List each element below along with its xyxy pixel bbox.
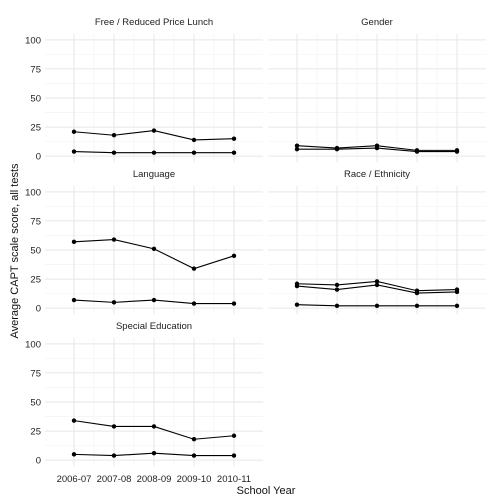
data-point [232, 137, 236, 141]
data-point [152, 128, 156, 132]
data-point [232, 150, 236, 154]
panel-1: Free / Reduced Price Lunch 0 25 50 75 100 [25, 17, 263, 163]
panel-5: Special Education 0 25 50 75 100 2006-07 2007-0… [25, 321, 263, 485]
x-tick-label: 2009-10 [177, 474, 212, 485]
data-point [415, 304, 419, 308]
y-tick-label: 75 [30, 368, 41, 379]
data-point [455, 149, 459, 153]
x-tick-label: 2008-09 [137, 474, 172, 485]
data-point [152, 424, 156, 428]
y-tick-label: 50 [30, 246, 41, 257]
data-point [72, 418, 76, 422]
data-point [335, 304, 339, 308]
y-tick-label: 100 [25, 339, 41, 350]
panel-title: Race / Ethnicity [344, 169, 410, 180]
data-point [152, 451, 156, 455]
data-point [295, 302, 299, 306]
data-point [192, 301, 196, 305]
data-point [152, 150, 156, 154]
data-point [335, 283, 339, 287]
panel-4: Race / Ethnicity [268, 169, 486, 314]
x-tick-label: 2010-11 [217, 474, 251, 485]
data-point [72, 130, 76, 134]
y-tick-label: 50 [30, 398, 41, 409]
data-point [375, 304, 379, 308]
data-point [375, 146, 379, 150]
data-point [335, 287, 339, 291]
panel-title: Special Education [116, 321, 192, 332]
panel-title: Free / Reduced Price Lunch [95, 17, 213, 28]
data-point [232, 301, 236, 305]
data-point [335, 147, 339, 151]
data-point [112, 453, 116, 457]
x-tick-label: 2007-08 [97, 474, 132, 485]
data-point [415, 149, 419, 153]
x-tick-label: 2006-07 [57, 474, 92, 485]
data-point [192, 138, 196, 142]
y-tick-label: 25 [30, 123, 41, 134]
x-axis-title: School Year [237, 485, 296, 497]
y-tick-label: 25 [30, 275, 41, 286]
data-point [295, 284, 299, 288]
panel-title: Language [133, 169, 175, 180]
panel-3: Language 0 25 50 75 100 [25, 169, 263, 315]
data-point [232, 434, 236, 438]
data-point [152, 298, 156, 302]
data-point [72, 298, 76, 302]
y-tick-label: 75 [30, 216, 41, 227]
y-tick-label: 100 [25, 35, 41, 46]
data-point [72, 240, 76, 244]
data-point [112, 133, 116, 137]
y-tick-label: 0 [36, 152, 41, 163]
y-tick-label: 100 [25, 187, 41, 198]
data-point [232, 453, 236, 457]
y-tick-label: 0 [36, 456, 41, 467]
data-point [112, 150, 116, 154]
data-point [152, 247, 156, 251]
data-point [192, 266, 196, 270]
data-point [112, 424, 116, 428]
data-point [112, 237, 116, 241]
data-point [112, 300, 116, 304]
y-tick-label: 50 [30, 94, 41, 105]
data-point [192, 453, 196, 457]
panels-layer: Free / Reduced Price Lunch 0 25 50 75 100 Gend… [25, 17, 486, 485]
panel-title: Gender [361, 17, 393, 28]
panel-2: Gender [268, 17, 486, 162]
data-point [192, 150, 196, 154]
data-point [455, 290, 459, 294]
data-point [455, 304, 459, 308]
data-point [375, 283, 379, 287]
y-tick-label: 25 [30, 427, 41, 438]
data-point [295, 147, 299, 151]
y-tick-label: 0 [36, 304, 41, 315]
y-axis-title: Average CAPT scale score, all tests [9, 163, 21, 339]
data-point [415, 291, 419, 295]
data-point [72, 149, 76, 153]
data-point [232, 254, 236, 258]
data-point [192, 437, 196, 441]
y-tick-label: 75 [30, 64, 41, 75]
data-point [72, 452, 76, 456]
